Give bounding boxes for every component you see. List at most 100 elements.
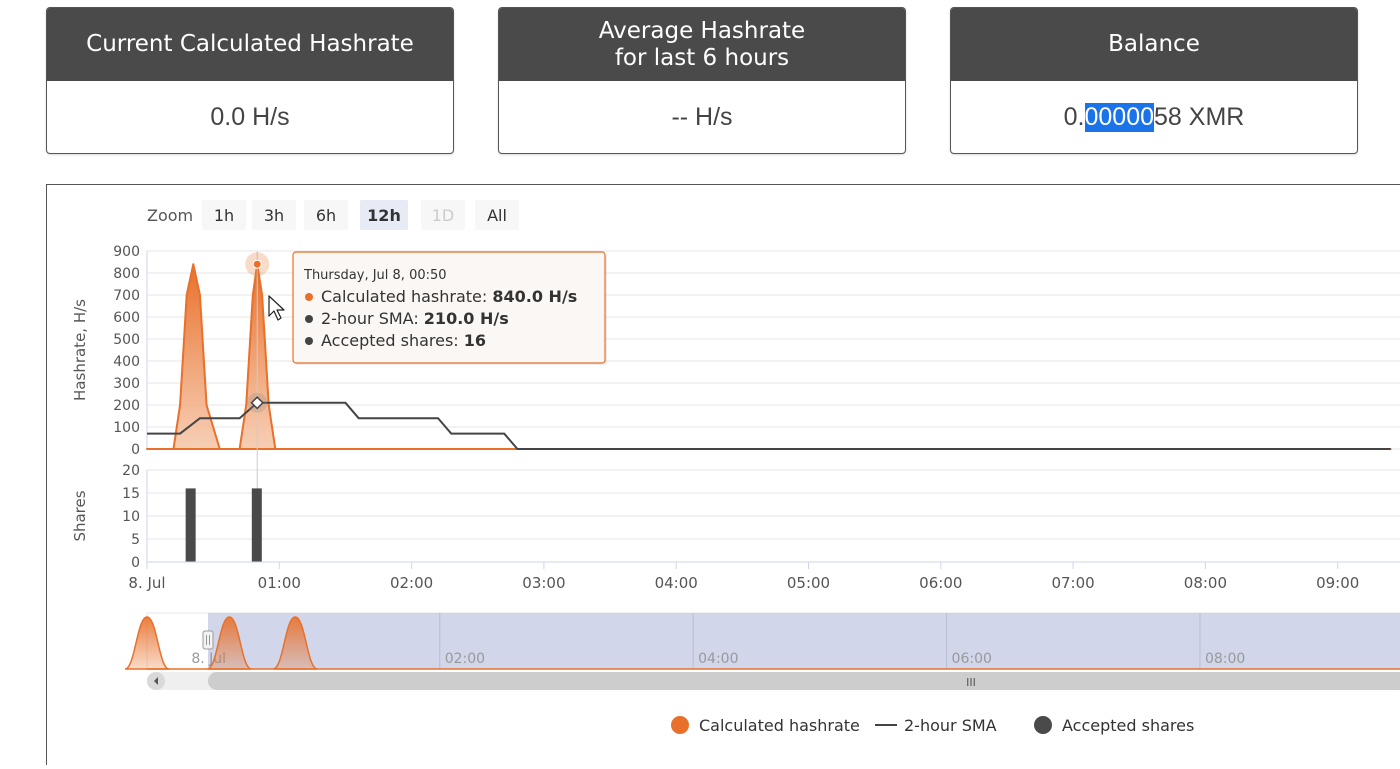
chart-legend: Calculated hashrate 2-hour SMA Accepted sh…: [671, 716, 1194, 735]
zoom-button-12h[interactable]: 12h: [360, 200, 408, 230]
balance-value-prefix: 0.: [1063, 102, 1085, 131]
navigator-selected-range[interactable]: [208, 613, 1400, 669]
zoom-button-label: All: [487, 206, 507, 225]
zoom-button-label: 3h: [264, 206, 284, 225]
tooltip-date: Thursday, Jul 8, 00:50: [303, 268, 447, 283]
navigator-label: 08:00: [1205, 651, 1245, 667]
hashrate-y-tick-label: 900: [113, 244, 140, 260]
x-tick-label: 05:00: [787, 574, 830, 592]
tooltip-line-value: 16: [464, 331, 486, 350]
zoom-label: Zoom: [147, 206, 193, 225]
zoom-button-label: 6h: [316, 206, 336, 225]
balance-card: Balance 0. 00000 58 XMR: [950, 7, 1358, 154]
balance-value[interactable]: 0. 00000 58 XMR: [951, 81, 1357, 153]
hover-point-sma: [250, 396, 264, 410]
hashrate-chart-panel: Zoom 1h 3h 6h 12h 1D All Hashrate, H/s Shares…: [46, 184, 1400, 765]
current-hashrate-card: Current Calculated Hashrate 0.0 H/s: [46, 7, 454, 154]
zoom-button-label: 1D: [432, 206, 455, 225]
zoom-button-all[interactable]: All: [475, 200, 519, 230]
tooltip-series-marker: [305, 315, 313, 323]
hashrate-y-tick-label: 700: [113, 288, 140, 304]
navigator-label: 02:00: [445, 651, 485, 667]
hashrate-axis-title: Hashrate, H/s: [71, 299, 89, 401]
legend-item-2-hour-sma[interactable]: 2-hour SMA: [875, 716, 997, 735]
shares-column[interactable]: [251, 488, 262, 562]
x-tick-label: 04:00: [655, 574, 698, 592]
x-tick-label: 01:00: [258, 574, 301, 592]
zoom-button-bg: [421, 200, 465, 230]
zoom-button-1h[interactable]: 1h: [202, 200, 246, 230]
shares-y-tick-label: 10: [122, 509, 140, 525]
x-tick-label: 08:00: [1184, 574, 1227, 592]
hashrate-y-tick-label: 500: [113, 332, 140, 348]
scrollbar-thumb[interactable]: [208, 672, 1400, 690]
tooltip-line-value: 840.0 H/s: [492, 287, 577, 306]
tooltip-box: [292, 251, 606, 364]
x-tick-label: 06:00: [919, 574, 962, 592]
tooltip-line-label: Accepted shares:: [321, 331, 464, 350]
balance-value-suffix: 58 XMR: [1154, 102, 1245, 131]
zoom-button-group: 1h 3h 6h 12h 1D All: [202, 200, 519, 230]
hashrate-chart: Zoom 1h 3h 6h 12h 1D All Hashrate, H/s Shares…: [71, 200, 1400, 735]
sma-line: [147, 401, 1391, 450]
zoom-button-1d: 1D: [421, 200, 465, 230]
legend-item-accepted-shares[interactable]: Accepted shares: [1034, 716, 1194, 735]
legend-symbol-circle: [1034, 716, 1052, 734]
shares-y-tick-label: 15: [122, 486, 140, 502]
shares-axis-title: Shares: [71, 490, 89, 541]
legend-symbol-circle: [671, 716, 689, 734]
navigator-handle-body: [202, 630, 214, 650]
tooltip-line: 2-hour SMA: 210.0 H/s: [321, 309, 509, 328]
tooltip-line-label: 2-hour SMA:: [321, 309, 424, 328]
scrollbar-left-button[interactable]: [147, 672, 165, 690]
legend-label: Calculated hashrate: [699, 716, 860, 735]
legend-label: Accepted shares: [1062, 716, 1194, 735]
zoom-button-bg: [304, 200, 348, 230]
x-tick-label: 8. Jul: [128, 574, 165, 592]
main-plot-area[interactable]: 0 100 200 300 400 500 600 700 800 900 0 5 10 15 20 8. J…: [113, 244, 1400, 592]
zoom-button-3h[interactable]: 3h: [252, 200, 296, 230]
hashrate-y-tick-label: 400: [113, 354, 140, 370]
hashrate-y-tick-label: 0: [131, 442, 140, 458]
average-hashrate-card: Average Hashrate for last 6 hours -- H/s: [498, 7, 906, 154]
navigator-label: 06:00: [952, 651, 992, 667]
zoom-button-bg: [475, 200, 519, 230]
tooltip-line-value: 210.0 H/s: [424, 309, 509, 328]
zoom-button-label: 1h: [214, 206, 234, 225]
x-tick-label: 02:00: [390, 574, 433, 592]
navigator-series-peak: [272, 616, 318, 670]
hashrate-y-tick-label: 800: [113, 266, 140, 282]
card-title: Average Hashrate for last 6 hours: [499, 8, 905, 81]
card-title: Current Calculated Hashrate: [47, 8, 453, 81]
tooltip-line-label: Calculated hashrate:: [321, 287, 492, 306]
navigator-left-handle[interactable]: [202, 630, 214, 650]
chevron-left-icon: [154, 677, 158, 685]
shares-y-tick-label: 0: [131, 555, 140, 571]
hashrate-y-tick-label: 600: [113, 310, 140, 326]
chart-tooltip: Thursday, Jul 8, 00:50 Calculated hashrat…: [292, 251, 607, 365]
legend-item-calculated-hashrate[interactable]: Calculated hashrate: [671, 716, 860, 735]
shares-y-tick-label: 5: [131, 532, 140, 548]
zoom-button-6h[interactable]: 6h: [304, 200, 348, 230]
zoom-button-bg: [360, 200, 408, 230]
tooltip-line: Accepted shares: 16: [321, 331, 486, 350]
tooltip-series-marker: [305, 337, 313, 345]
tooltip-line: Calculated hashrate: 840.0 H/s: [321, 287, 577, 306]
tooltip-series-marker: [305, 293, 313, 301]
balance-value-selection[interactable]: 00000: [1084, 102, 1155, 132]
zoom-button-bg: [202, 200, 246, 230]
card-title: Balance: [951, 8, 1357, 81]
shares-y-tick-label: 20: [122, 463, 140, 479]
x-tick-label: 07:00: [1051, 574, 1094, 592]
zoom-button-label: 12h: [367, 206, 401, 225]
legend-label: 2-hour SMA: [904, 716, 997, 735]
card-value: 0.0 H/s: [210, 102, 290, 131]
x-tick-label: 09:00: [1316, 574, 1359, 592]
navigator-series-peak: [124, 616, 170, 670]
navigator-label: 04:00: [698, 651, 738, 667]
hashrate-y-tick-label: 100: [113, 420, 140, 436]
navigator-series-peak: [207, 616, 252, 670]
shares-column[interactable]: [185, 488, 196, 562]
scrollbar-grip-icon: III: [966, 676, 976, 689]
